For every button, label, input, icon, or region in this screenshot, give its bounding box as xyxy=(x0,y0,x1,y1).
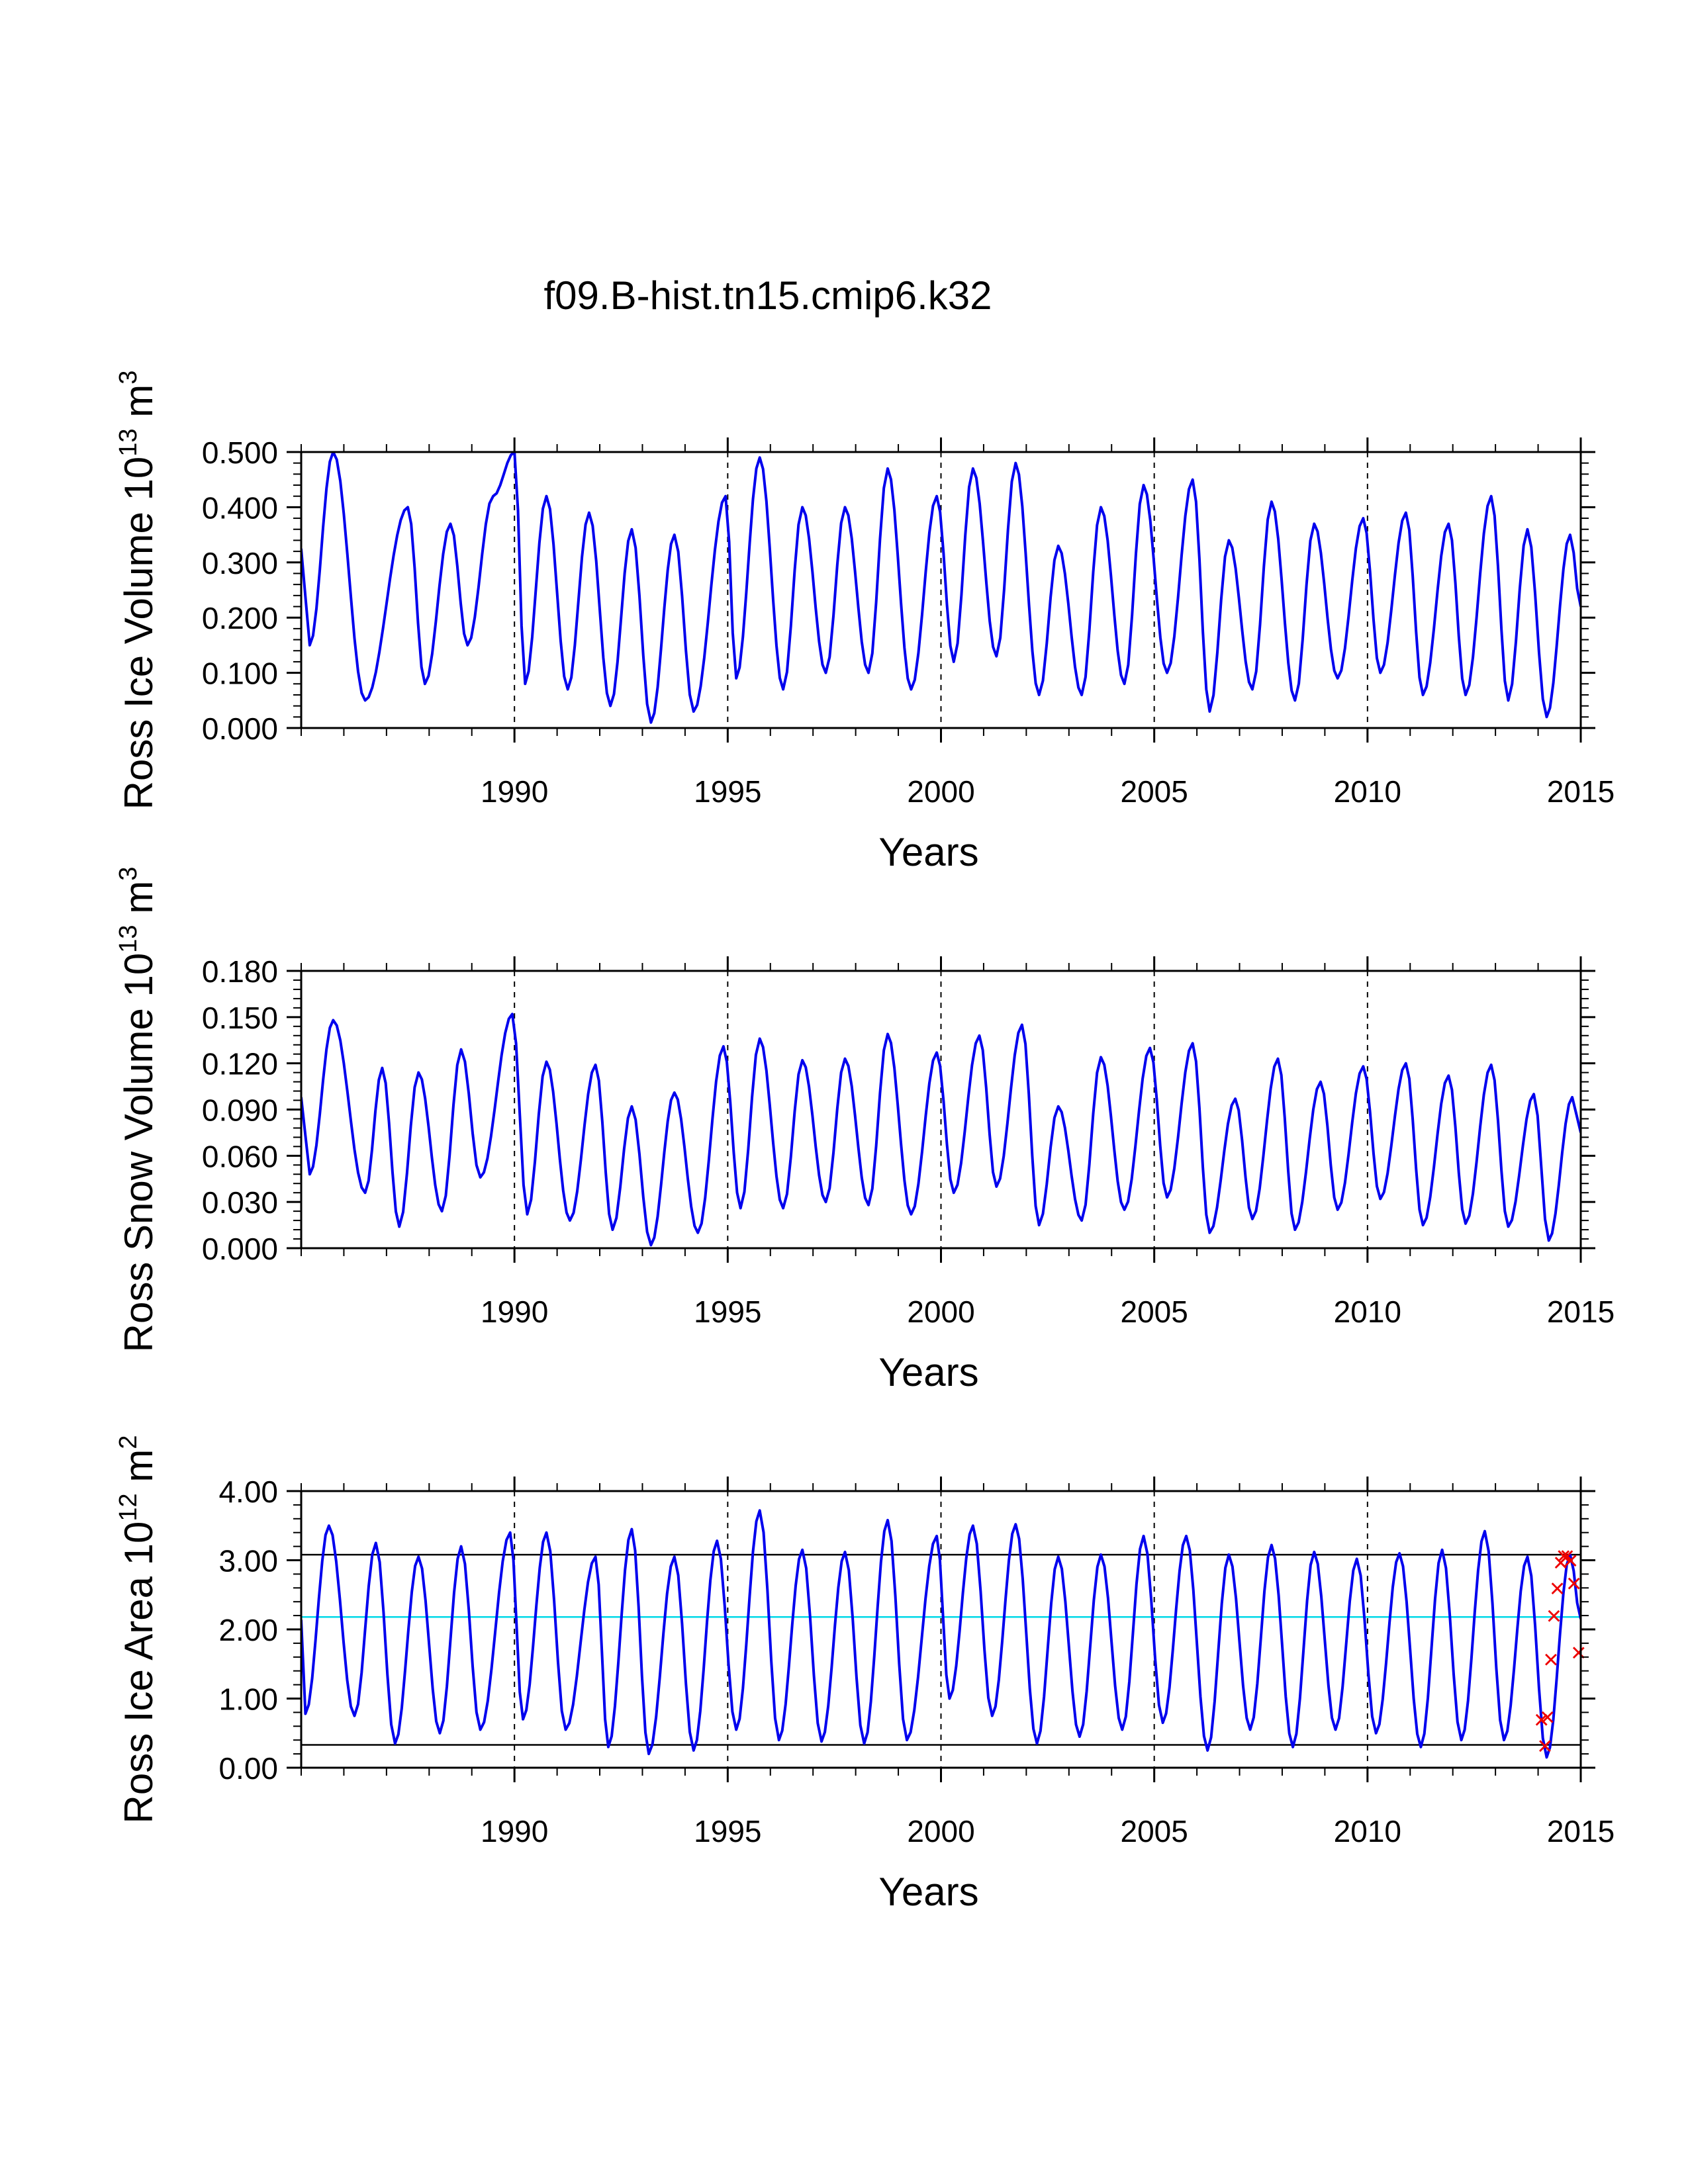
data-marker: × xyxy=(1550,1574,1565,1603)
y-axis-title: Ross Ice Volume 1013 m3 xyxy=(115,371,161,810)
x-tick-label: 1990 xyxy=(481,774,548,809)
y-tick-label: 2.00 xyxy=(218,1613,278,1647)
y-tick-label: 0.500 xyxy=(202,435,278,470)
x-tick-label: 2000 xyxy=(907,1295,974,1329)
y-tick-label: 0.000 xyxy=(202,711,278,746)
x-tick-label: 1995 xyxy=(694,774,761,809)
y-axis-title-part: Ross Ice Volume 10 xyxy=(117,457,161,810)
x-tick-label: 2000 xyxy=(907,774,974,809)
y-tick-label: 0.030 xyxy=(202,1185,278,1220)
y-tick-label: 4.00 xyxy=(218,1475,278,1509)
y-axis-title-part: 13 xyxy=(115,925,142,952)
data-marker: × xyxy=(1537,1732,1552,1761)
y-tick-label: 0.060 xyxy=(202,1139,278,1173)
y-axis-title-part: 13 xyxy=(115,428,142,456)
y-tick-label: 0.00 xyxy=(218,1751,278,1786)
y-axis-title-part: 3 xyxy=(115,371,142,385)
x-tick-label: 2000 xyxy=(907,1814,974,1848)
y-tick-label: 0.150 xyxy=(202,1001,278,1035)
y-axis-title-part: Ross Ice Area 10 xyxy=(117,1522,161,1824)
x-axis-title: Years xyxy=(878,1350,978,1394)
data-marker: × xyxy=(1553,1549,1568,1578)
y-tick-label: 0.200 xyxy=(202,601,278,635)
series-line xyxy=(301,1509,1581,1759)
data-marker: × xyxy=(1543,1645,1558,1674)
y-tick-label: 0.180 xyxy=(202,954,278,989)
y-tick-label: 0.120 xyxy=(202,1047,278,1081)
y-axis-title-part: m xyxy=(117,385,161,429)
y-tick-label: 0.300 xyxy=(202,546,278,580)
x-tick-label: 2005 xyxy=(1120,1295,1188,1329)
y-axis-title: Ross Ice Area 1012 m2 xyxy=(115,1435,161,1824)
x-axis-title: Years xyxy=(878,830,978,874)
x-tick-label: 2010 xyxy=(1334,774,1401,809)
x-tick-label: 2015 xyxy=(1547,1814,1615,1848)
y-axis-title-part: m xyxy=(117,881,161,925)
data-marker: × xyxy=(1560,1541,1575,1570)
y-tick-label: 3.00 xyxy=(218,1544,278,1578)
y-tick-label: 0.000 xyxy=(202,1232,278,1266)
x-tick-label: 2015 xyxy=(1547,1295,1615,1329)
y-axis-title-part: 3 xyxy=(115,867,142,881)
x-tick-label: 2005 xyxy=(1120,774,1188,809)
y-tick-label: 0.400 xyxy=(202,490,278,525)
x-tick-label: 1990 xyxy=(481,1295,548,1329)
data-marker: × xyxy=(1571,1639,1586,1668)
x-axis-title: Years xyxy=(878,1870,978,1914)
y-axis-title-part: 2 xyxy=(115,1435,142,1449)
ice-volume-panel: 0.000 0.100 0.200 0.300 0.400 0.500 1990 1995 20… xyxy=(115,371,1615,874)
series-line xyxy=(301,1013,1581,1247)
y-tick-label: 0.100 xyxy=(202,657,278,691)
y-axis-title: Ross Snow Volume 1013 m3 xyxy=(115,867,161,1353)
y-axis-title-part: m xyxy=(117,1449,161,1494)
series-line xyxy=(301,452,1581,724)
x-tick-label: 2015 xyxy=(1547,774,1615,809)
y-tick-label: 0.090 xyxy=(202,1093,278,1128)
snow-volume-panel: 0.000 0.030 0.060 0.090 0.120 0.150 0.180 1990 1… xyxy=(115,867,1615,1394)
y-axis-title-part: Ross Snow Volume 10 xyxy=(117,953,161,1353)
data-marker: × xyxy=(1556,1541,1571,1570)
x-tick-label: 2005 xyxy=(1120,1814,1188,1848)
data-marker: × xyxy=(1546,1602,1562,1631)
data-marker: × xyxy=(1566,1569,1581,1598)
x-tick-label: 1990 xyxy=(481,1814,548,1848)
y-axis-title-part: 12 xyxy=(115,1493,142,1521)
data-marker: × xyxy=(1540,1703,1555,1732)
data-marker: × xyxy=(1534,1706,1549,1735)
data-marker: × xyxy=(1563,1547,1578,1576)
x-tick-label: 1995 xyxy=(694,1814,761,1848)
figure-title: f09.B-hist.tn15.cmip6.k32 xyxy=(543,273,992,318)
x-tick-label: 2010 xyxy=(1334,1814,1401,1848)
x-tick-label: 1995 xyxy=(694,1295,761,1329)
x-tick-label: 2010 xyxy=(1334,1295,1401,1329)
y-tick-label: 1.00 xyxy=(218,1682,278,1717)
